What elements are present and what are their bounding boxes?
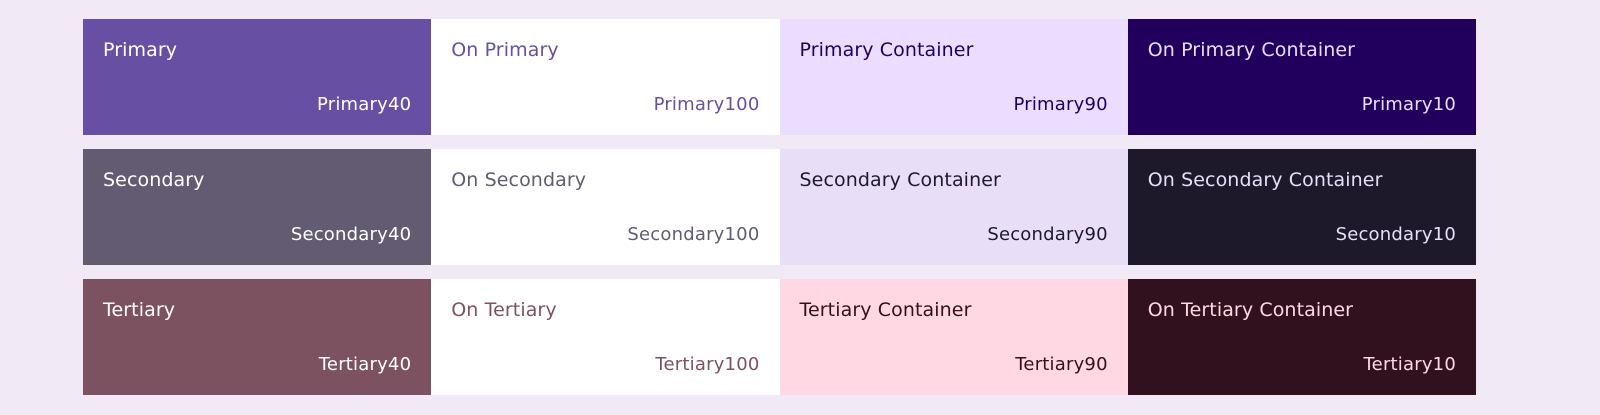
swatch-on-tertiary-container: On Tertiary Container Tertiary10 (1127, 279, 1476, 395)
swatch-tone: Primary10 (1361, 94, 1456, 115)
swatch-tone: Primary90 (1013, 94, 1108, 115)
swatch-name: On Secondary (451, 169, 587, 191)
swatch-secondary-container: Secondary Container Secondary90 (779, 149, 1128, 265)
primary-row: Primary Primary40 On Primary Primary100 Pr… (83, 19, 1476, 135)
swatch-name: On Secondary Container (1147, 169, 1383, 191)
swatch-tone: Secondary90 (987, 224, 1108, 245)
swatch-on-secondary-container: On Secondary Container Secondary10 (1127, 149, 1476, 265)
swatch-secondary: Secondary Secondary40 (83, 149, 432, 265)
swatch-name: Tertiary Container (799, 299, 972, 321)
swatch-tone: Tertiary90 (1015, 354, 1108, 375)
swatch-tone: Secondary40 (290, 224, 412, 245)
swatch-name: Primary Container (799, 39, 974, 61)
swatch-primary: Primary Primary40 (83, 19, 432, 135)
swatch-name: On Primary (451, 39, 559, 61)
swatch-name: On Tertiary (451, 299, 557, 321)
swatch-name: On Primary Container (1147, 39, 1356, 61)
swatch-tone: Primary100 (653, 94, 760, 115)
swatch-primary-container: Primary Container Primary90 (779, 19, 1128, 135)
swatch-name: Secondary Container (799, 169, 1001, 191)
swatch-tertiary: Tertiary Tertiary40 (83, 279, 432, 395)
color-palette-grid: Primary Primary40 On Primary Primary100 Pr… (83, 19, 1476, 409)
swatch-on-primary-container: On Primary Container Primary10 (1127, 19, 1476, 135)
swatch-name: On Tertiary Container (1147, 299, 1354, 321)
swatch-tone: Secondary10 (1335, 224, 1456, 245)
swatch-tone: Tertiary10 (1363, 354, 1456, 375)
swatch-tone: Secondary100 (627, 224, 760, 245)
swatch-tertiary-container: Tertiary Container Tertiary90 (779, 279, 1128, 395)
swatch-on-tertiary: On Tertiary Tertiary100 (431, 279, 780, 395)
swatch-name: Tertiary (103, 299, 176, 321)
swatch-tone: Tertiary100 (655, 354, 760, 375)
secondary-row: Secondary Secondary40 On Secondary Seconda… (83, 149, 1476, 265)
tertiary-row: Tertiary Tertiary40 On Tertiary Tertiary10… (83, 279, 1476, 395)
swatch-tone: Primary40 (316, 94, 412, 115)
swatch-on-secondary: On Secondary Secondary100 (431, 149, 780, 265)
swatch-name: Primary (103, 39, 178, 61)
swatch-name: Secondary (103, 169, 205, 191)
swatch-tone: Tertiary40 (318, 354, 412, 375)
swatch-on-primary: On Primary Primary100 (431, 19, 780, 135)
